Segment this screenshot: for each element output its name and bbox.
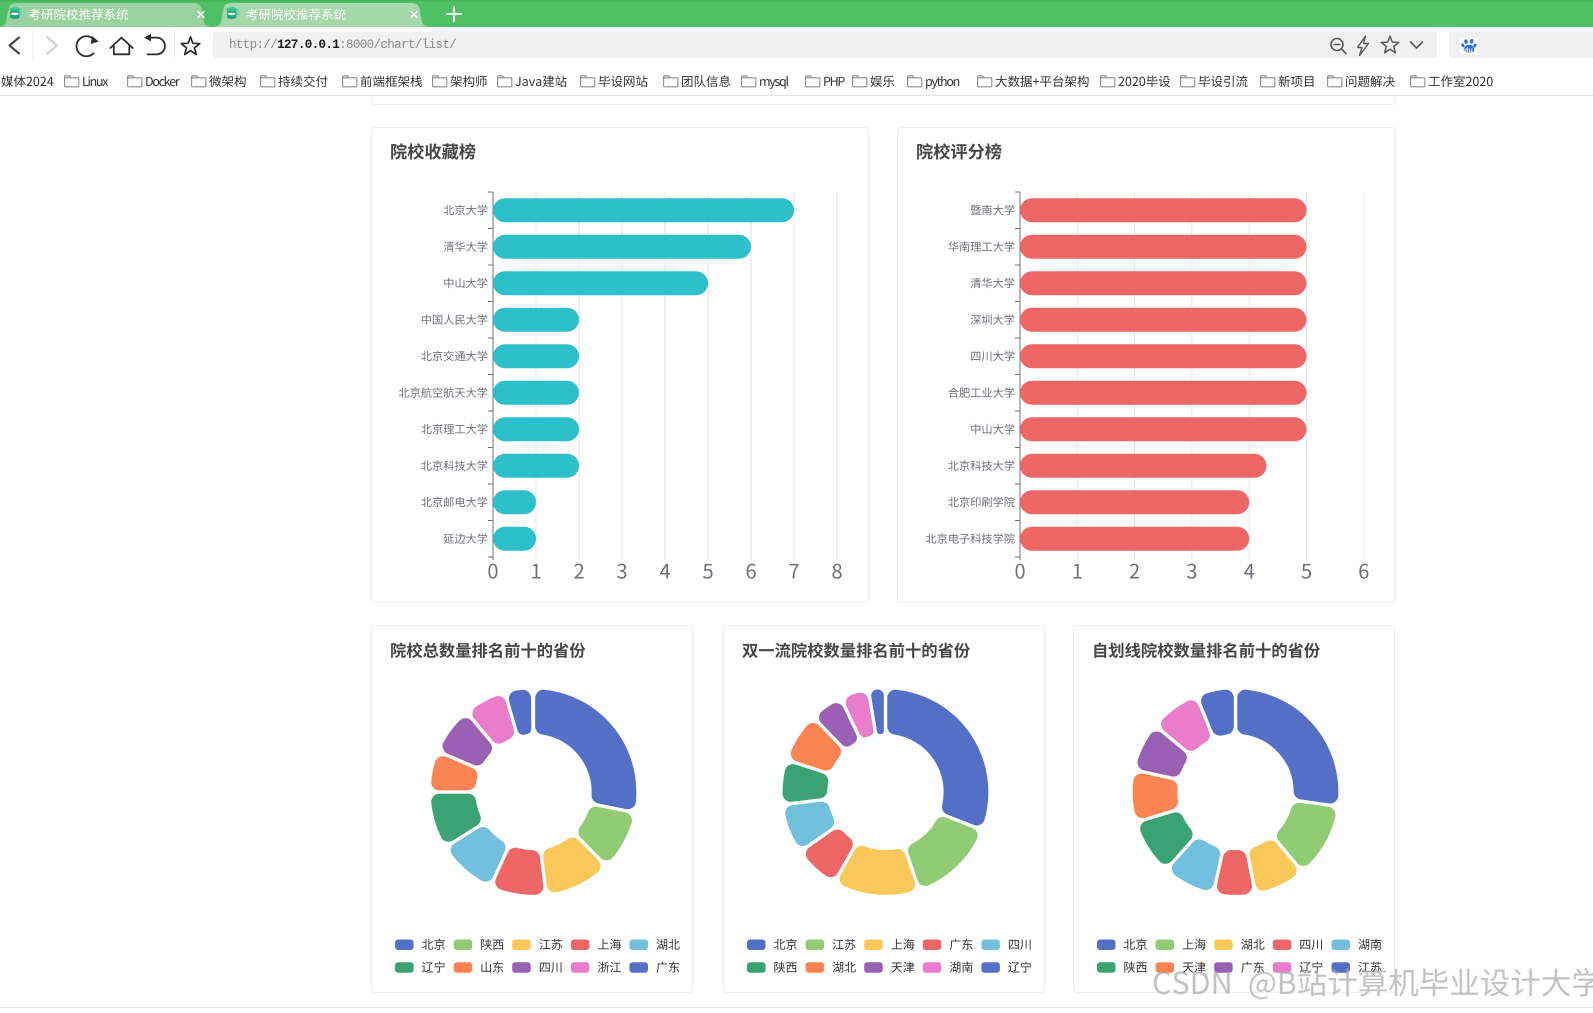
svg-text:du: du <box>1464 47 1473 54</box>
